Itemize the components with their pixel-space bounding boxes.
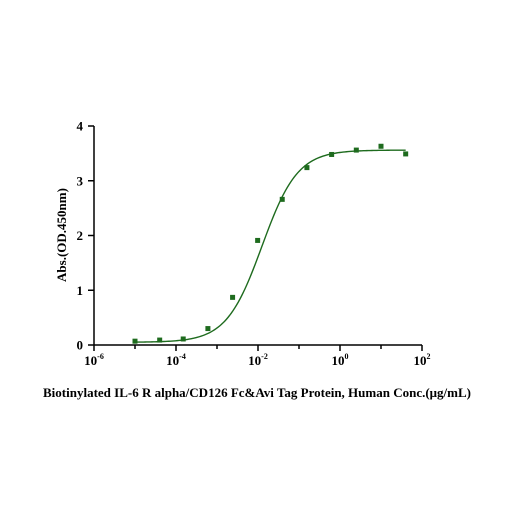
- fit-curve: [134, 149, 406, 343]
- y-tick-label-0: 0: [77, 338, 84, 353]
- axes: [93, 126, 422, 346]
- data-point-0-1: [157, 337, 163, 343]
- y-tick-label-1: 1: [77, 283, 84, 298]
- data-point-0-10: [378, 143, 384, 149]
- data-point-0-0: [132, 338, 138, 344]
- x-tick-label-4: 102: [414, 352, 431, 368]
- data-point-0-3: [205, 326, 211, 332]
- y-tick-label-4: 4: [77, 119, 84, 134]
- y-axis-title: Abs.(OD.450nm): [54, 188, 69, 282]
- data-point-0-5: [255, 237, 261, 243]
- y-tick-label-2: 2: [77, 228, 84, 243]
- data-point-0-2: [180, 336, 186, 342]
- data-point-0-6: [279, 196, 285, 202]
- data-point-0-11: [403, 151, 409, 157]
- data-points-group: [132, 143, 409, 344]
- data-point-0-4: [230, 294, 236, 300]
- data-point-0-9: [353, 147, 359, 153]
- x-tick-label-1: 10-4: [166, 352, 186, 368]
- x-tick-label-0: 10-6: [84, 352, 104, 368]
- x-axis-title: Biotinylated IL-6 R alpha/CD126 Fc&Avi T…: [43, 385, 471, 400]
- x-tick-label-2: 10-2: [248, 352, 268, 368]
- ticks: 0 1 2 3 4 10-6 10-4 10-2 100 102: [77, 119, 431, 369]
- fit-curve-group: [134, 149, 406, 343]
- x-tick-label-3: 100: [332, 352, 349, 368]
- data-point-0-7: [304, 165, 310, 171]
- data-point-0-8: [329, 151, 335, 157]
- y-tick-label-3: 3: [77, 173, 84, 188]
